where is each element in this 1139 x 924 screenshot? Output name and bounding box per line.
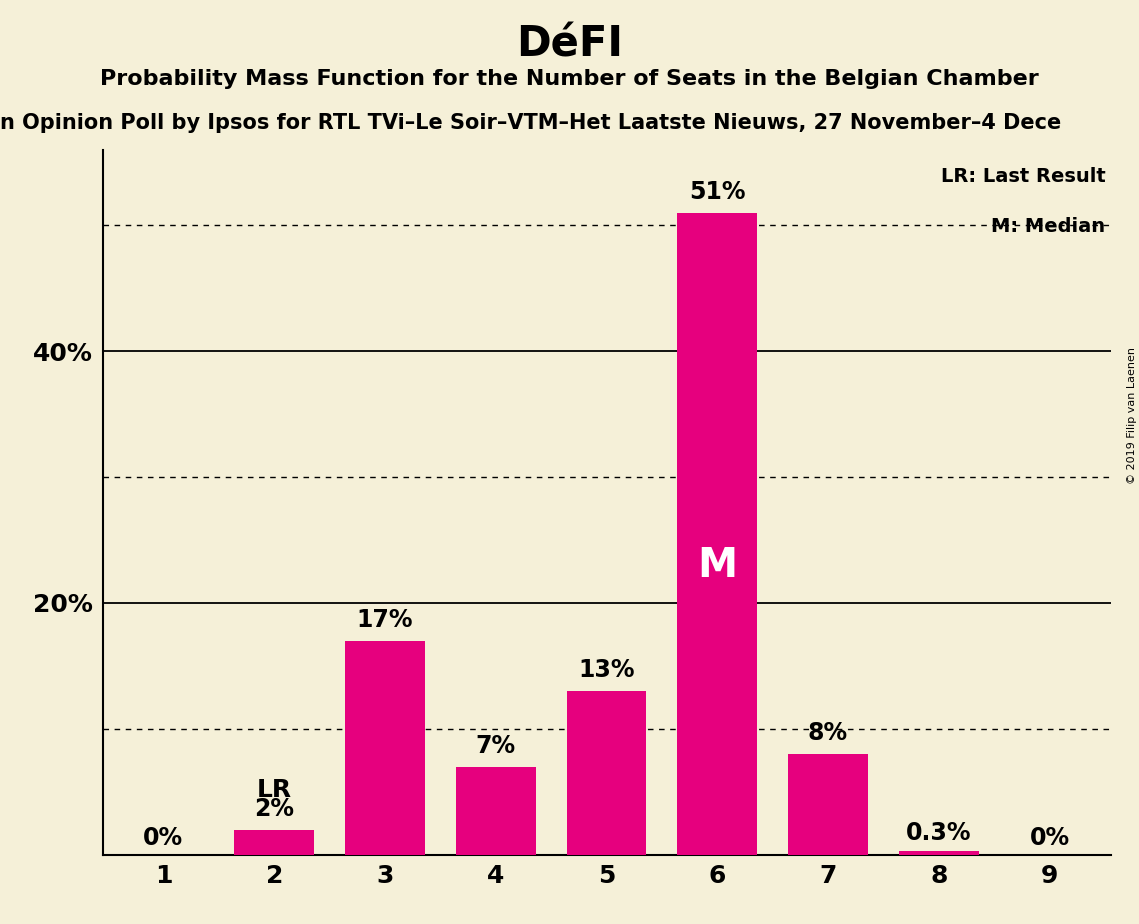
Bar [788,754,868,855]
Text: 7%: 7% [476,734,516,758]
Text: 0.3%: 0.3% [907,821,972,845]
Text: M: Median: M: Median [991,216,1106,236]
Text: 8%: 8% [808,721,849,745]
Text: 13%: 13% [579,658,634,682]
Bar [678,213,757,855]
Text: n Opinion Poll by Ipsos for RTL TVi–Le Soir–VTM–Het Laatste Nieuws, 27 November–: n Opinion Poll by Ipsos for RTL TVi–Le S… [0,113,1062,133]
Bar [899,851,978,855]
Text: 2%: 2% [254,796,294,821]
Bar [345,640,425,855]
Text: Probability Mass Function for the Number of Seats in the Belgian Chamber: Probability Mass Function for the Number… [100,69,1039,90]
Bar [456,767,535,855]
Text: LR: Last Result: LR: Last Result [941,167,1106,187]
Text: 0%: 0% [1030,826,1070,850]
Text: 51%: 51% [689,180,746,204]
Text: © 2019 Filip van Laenen: © 2019 Filip van Laenen [1126,347,1137,484]
Text: DéFI: DéFI [516,23,623,65]
Bar [566,691,647,855]
Text: LR: LR [256,778,292,802]
Text: 17%: 17% [357,608,413,632]
Bar [235,830,314,855]
Text: 0%: 0% [144,826,183,850]
Text: M: M [697,546,737,586]
